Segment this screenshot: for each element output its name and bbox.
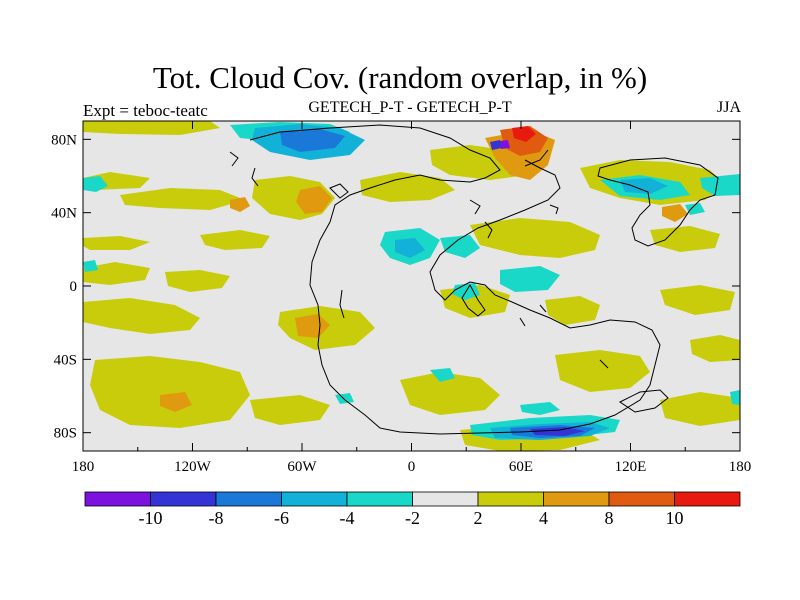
colorbar-swatch <box>84 491 151 507</box>
chart-title: Tot. Cloud Cov. (random overlap, in %) <box>152 60 648 95</box>
colorbar-label: -8 <box>209 508 224 528</box>
colorbar-swatch <box>215 491 282 507</box>
y-axis-ticks: 80N 40N 0 40S 80S <box>51 132 740 442</box>
y-tick-label: 80S <box>54 426 77 442</box>
colorbar-label: -10 <box>139 508 163 528</box>
colorbar: -10 -8 -6 -4 -2 2 4 8 10 <box>84 491 741 528</box>
colorbar-label: 10 <box>666 508 684 528</box>
colorbar-swatch <box>608 491 675 507</box>
x-tick-label: 60E <box>509 459 533 475</box>
x-tick-label: 180 <box>729 459 752 475</box>
y-tick-label: 0 <box>70 279 78 295</box>
colorbar-swatch <box>346 491 413 507</box>
colorbar-label: 4 <box>539 508 548 528</box>
anomaly-8-plus-regions <box>500 126 548 156</box>
colorbar-label: 8 <box>605 508 614 528</box>
model-label: GETECH_P-T - GETECH_P-T <box>308 99 512 116</box>
y-tick-label: 40S <box>54 352 77 368</box>
y-tick-label: 40N <box>51 206 77 222</box>
colorbar-swatch <box>150 491 217 507</box>
x-tick-label: 180 <box>72 459 95 475</box>
x-axis-ticks: 180 120W 60W 0 60E 120E 180 <box>72 121 752 475</box>
colorbar-label: -6 <box>274 508 289 528</box>
y-tick-label: 80N <box>51 132 77 148</box>
colorbar-swatch <box>412 491 479 507</box>
x-tick-label: 120E <box>615 459 647 475</box>
season-label: JJA <box>716 99 741 116</box>
colorbar-label: -4 <box>340 508 355 528</box>
colorbar-swatch <box>281 491 348 507</box>
x-tick-label: 0 <box>408 459 416 475</box>
purple-cell <box>500 140 510 149</box>
colorbar-label: 2 <box>474 508 483 528</box>
x-tick-label: 120W <box>174 459 212 475</box>
experiment-label: Expt = teboc-teatc <box>83 101 208 120</box>
x-tick-label: 60W <box>287 459 317 475</box>
anomaly-neg8-neg10-regions <box>490 140 585 436</box>
coastlines <box>229 124 719 435</box>
colorbar-swatch <box>543 491 610 507</box>
colorbar-label: -2 <box>405 508 420 528</box>
contour-fill-layer <box>83 121 740 451</box>
colorbar-swatch <box>674 491 741 507</box>
colorbar-swatch <box>477 491 544 507</box>
